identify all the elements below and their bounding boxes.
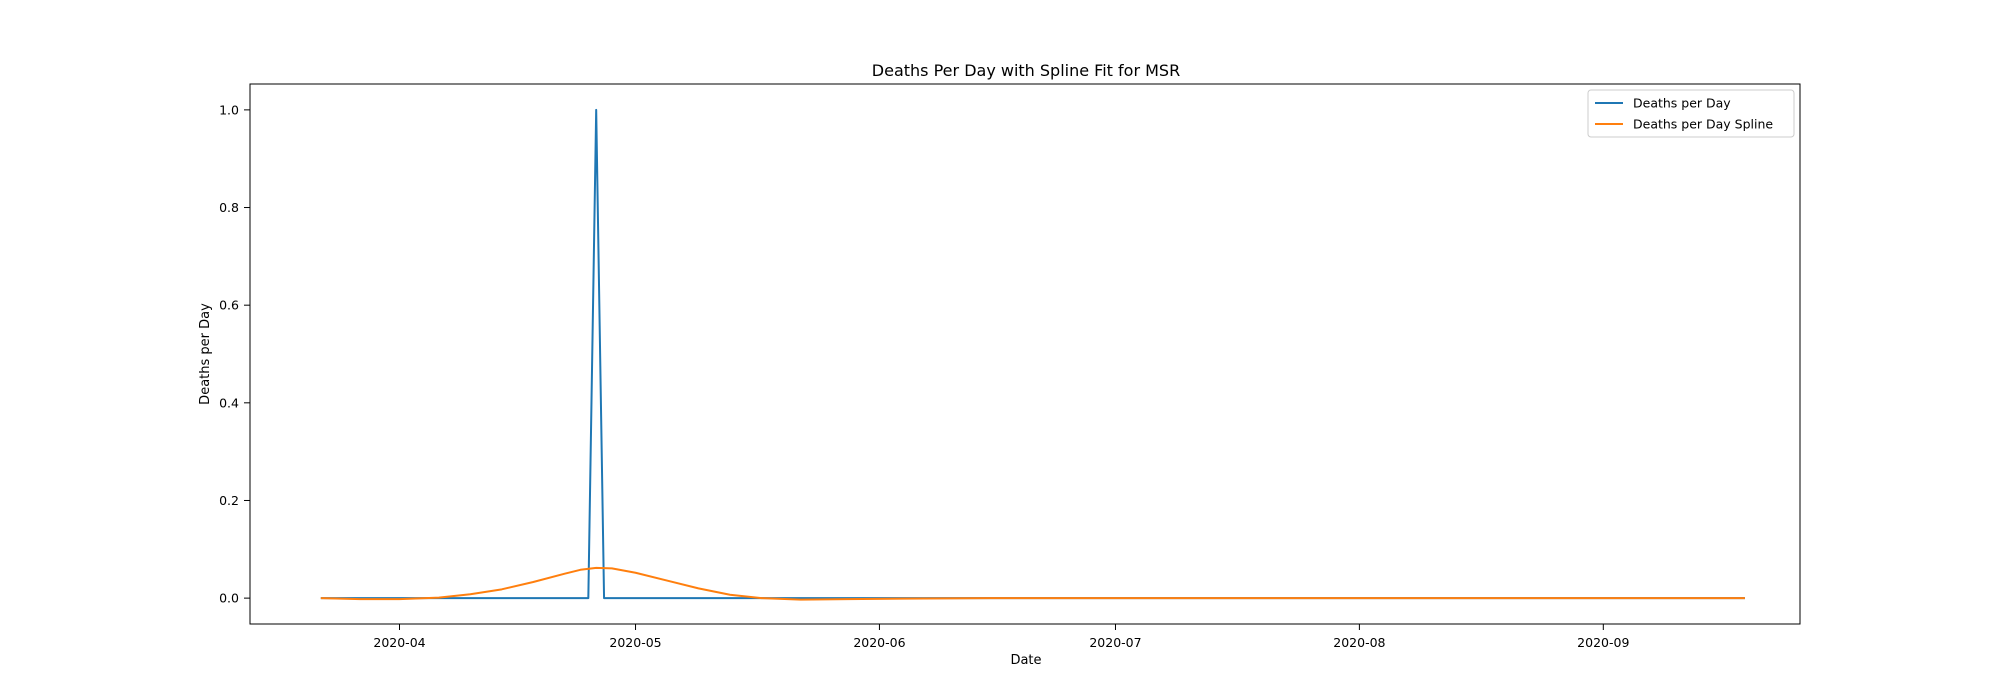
legend-box	[1587, 89, 1795, 138]
y-axis: 0.0 0.2 0.4 0.6 0.8 1.0	[219, 102, 250, 606]
x-tick-label: 2020-04	[373, 635, 425, 650]
y-axis-label: Deaths per Day	[198, 303, 213, 405]
y-tick-label: 1.0	[219, 102, 239, 117]
y-tick-label: 0.6	[219, 298, 239, 313]
legend-label-1: Deaths per Day Spline	[1633, 117, 1773, 132]
y-tick-label: 0.4	[219, 395, 239, 410]
x-tick-label: 2020-07	[1089, 635, 1141, 650]
y-tick-label: 0.0	[219, 591, 239, 606]
legend: Deaths per Day Deaths per Day Spline	[1587, 89, 1795, 138]
x-tick-label: 2020-06	[853, 635, 905, 650]
series-line-1	[320, 566, 1745, 601]
legend-label-0: Deaths per Day	[1633, 96, 1731, 111]
x-tick-label: 2020-05	[609, 635, 661, 650]
y-tick-label: 0.8	[219, 200, 239, 215]
y-tick-label: 0.2	[219, 493, 239, 508]
chart-title: Deaths Per Day with Spline Fit for MSR	[872, 61, 1180, 80]
x-tick-label: 2020-09	[1577, 635, 1629, 650]
plot-frame	[249, 83, 1801, 625]
x-tick-label: 2020-08	[1333, 635, 1385, 650]
x-axis-label: Date	[1010, 653, 1041, 668]
x-axis: 2020-04 2020-05 2020-06 2020-07 2020-08 2020-…	[373, 624, 1629, 650]
series-line-0	[320, 108, 1745, 600]
